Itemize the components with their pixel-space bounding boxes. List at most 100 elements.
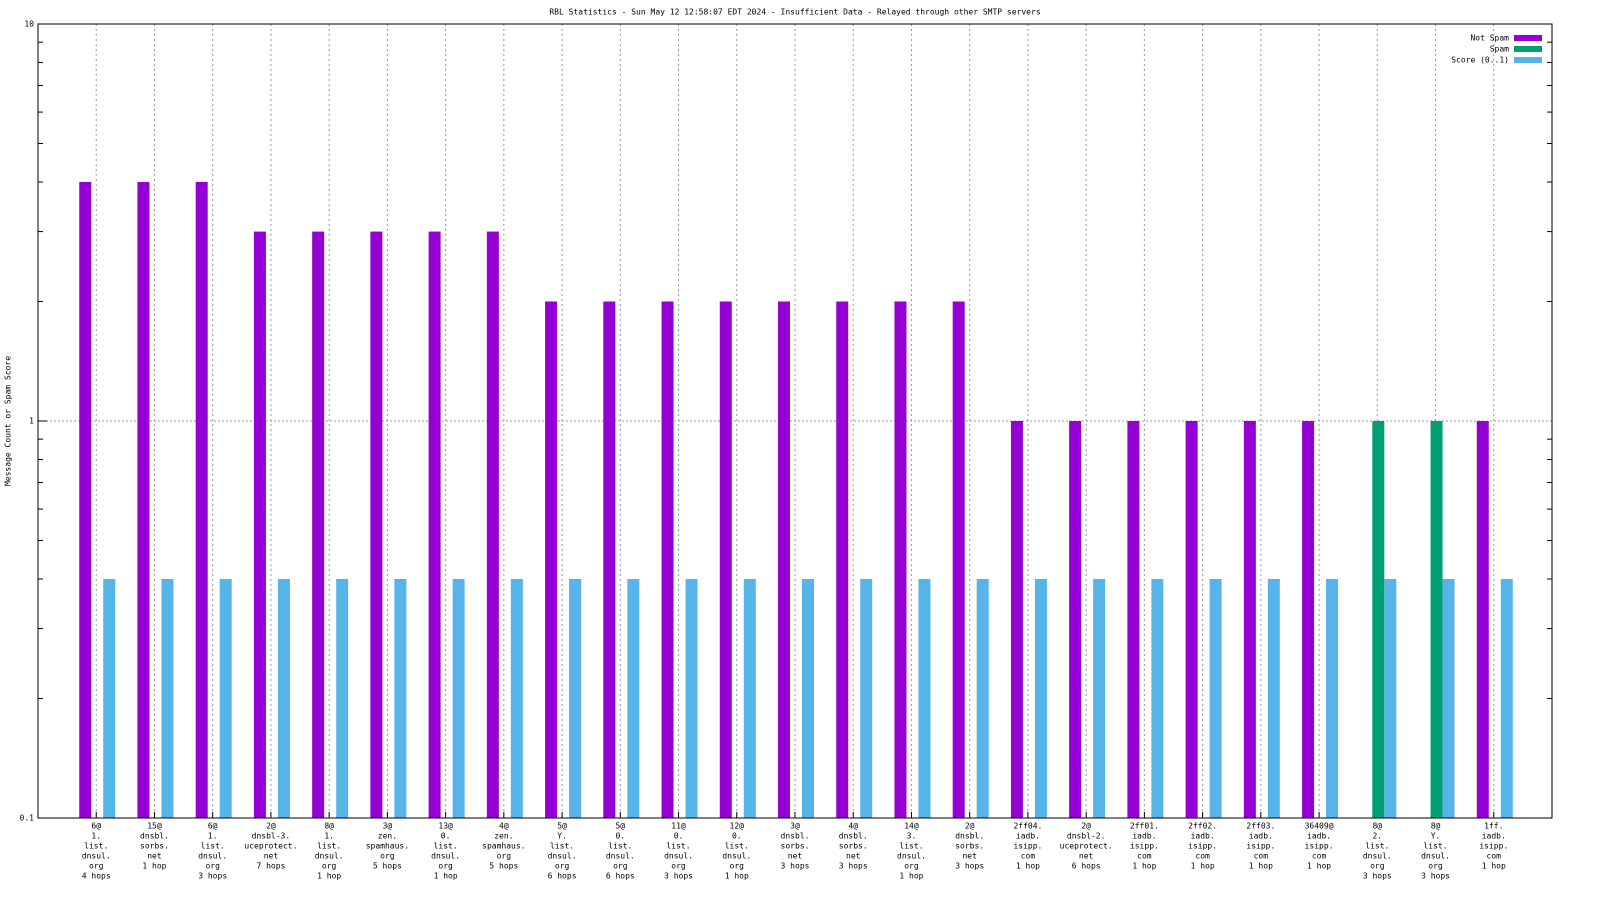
- x-tick-label: dnsul.: [1421, 852, 1450, 861]
- legend-label: Spam: [1490, 45, 1509, 54]
- x-tick-label: 0.: [441, 832, 451, 841]
- x-tick-label: 1 hop: [142, 862, 166, 871]
- bar: [428, 231, 441, 818]
- bar: [1267, 578, 1280, 818]
- x-tick-label: dnsbl.: [140, 832, 169, 841]
- x-tick-label: org: [1370, 862, 1385, 871]
- x-tick-label: dnsul.: [315, 852, 344, 861]
- x-tick-label: org: [671, 862, 686, 871]
- x-tick-label: list.: [1365, 842, 1389, 851]
- x-tick-label: 2ff03.: [1246, 822, 1275, 831]
- bar: [1430, 421, 1443, 818]
- x-tick-label: org: [1428, 862, 1443, 871]
- x-tick-label: 11@: [671, 822, 686, 831]
- x-tick-label: 3 hops: [1421, 872, 1450, 881]
- x-tick-label: 2ff02.: [1188, 822, 1217, 831]
- bar: [952, 301, 965, 818]
- x-tick-label: isipp.: [1479, 842, 1508, 851]
- bar: [1185, 421, 1198, 818]
- x-tick-label: uceprotect.: [244, 842, 297, 851]
- x-tick-label: list.: [899, 842, 923, 851]
- legend-swatch: [1514, 57, 1542, 63]
- legend-swatch: [1514, 46, 1542, 52]
- bar: [219, 578, 232, 818]
- x-tick-label: spamhaus.: [482, 842, 525, 851]
- bar: [627, 578, 640, 818]
- x-tick-label: 1 hop: [899, 872, 923, 881]
- bar: [1500, 578, 1513, 818]
- x-tick-label: 7 hops: [256, 862, 285, 871]
- x-tick-label: dnsbl.: [839, 832, 868, 841]
- bar: [486, 231, 499, 818]
- x-tick-label: sorbs.: [140, 842, 169, 851]
- x-tick-label: dnsbl-3.: [252, 832, 291, 841]
- bar: [336, 578, 349, 818]
- x-tick-label: com: [1137, 852, 1152, 861]
- bar: [719, 301, 732, 818]
- bar: [1243, 421, 1256, 818]
- x-tick-label: com: [1195, 852, 1210, 861]
- x-tick-label: list.: [666, 842, 690, 851]
- bar: [137, 181, 150, 818]
- x-tick-label: dnsul.: [82, 852, 111, 861]
- x-tick-label: org: [380, 852, 395, 861]
- x-tick-label: list.: [84, 842, 108, 851]
- x-tick-label: 15@: [147, 822, 162, 831]
- x-tick-label: isipp.: [1013, 842, 1042, 851]
- x-tick-label: 6@: [208, 822, 218, 831]
- bar: [685, 578, 698, 818]
- x-tick-label: iadb.: [1016, 832, 1040, 841]
- x-tick-label: net: [962, 852, 977, 861]
- x-tick-label: list.: [317, 842, 341, 851]
- x-tick-label: 2@: [1081, 822, 1091, 831]
- x-tick-label: com: [1312, 852, 1327, 861]
- x-tick-label: 14@: [904, 822, 919, 831]
- x-tick-label: org: [613, 862, 628, 871]
- x-tick-label: 3.: [907, 832, 917, 841]
- x-tick-label: isipp.: [1305, 842, 1334, 851]
- bar: [569, 578, 582, 818]
- y-axis-label: Message Count or Spam Score: [4, 356, 13, 486]
- x-tick-label: isipp.: [1246, 842, 1275, 851]
- x-tick-label: sorbs.: [955, 842, 984, 851]
- x-tick-label: 5 hops: [489, 862, 518, 871]
- x-tick-label: 6@: [91, 822, 101, 831]
- x-tick-label: dnsul.: [548, 852, 577, 861]
- bar: [894, 301, 907, 818]
- bar: [103, 578, 116, 818]
- x-tick-label: iadb.: [1132, 832, 1156, 841]
- x-tick-label: sorbs.: [839, 842, 868, 851]
- x-tick-label: 2@: [266, 822, 276, 831]
- x-tick-label: 0.: [674, 832, 684, 841]
- x-tick-label: list.: [201, 842, 225, 851]
- x-tick-label: com: [1254, 852, 1269, 861]
- x-tick-label: org: [730, 862, 745, 871]
- bar: [510, 578, 523, 818]
- x-tick-label: 4@: [848, 822, 858, 831]
- x-tick-label: dnsul.: [897, 852, 926, 861]
- bar: [1442, 578, 1455, 818]
- bar: [161, 578, 174, 818]
- bar: [661, 301, 674, 818]
- x-tick-label: 4 hops: [82, 872, 111, 881]
- x-tick-label: list.: [550, 842, 574, 851]
- bar: [1372, 421, 1385, 818]
- x-tick-label: org: [322, 862, 337, 871]
- x-tick-label: org: [438, 862, 453, 871]
- x-tick-label: 3@: [790, 822, 800, 831]
- bar: [370, 231, 383, 818]
- x-tick-label: dnsul.: [722, 852, 751, 861]
- x-tick-label: 1 hop: [434, 872, 458, 881]
- bar: [1476, 421, 1489, 818]
- x-tick-label: 5@: [615, 822, 625, 831]
- bar: [1127, 421, 1140, 818]
- x-tick-label: dnsul.: [606, 852, 635, 861]
- x-tick-label: 0.: [732, 832, 742, 841]
- x-tick-label: iadb.: [1191, 832, 1215, 841]
- bar: [1151, 578, 1164, 818]
- x-tick-label: spamhaus.: [366, 842, 409, 851]
- x-tick-label: dnsbl.: [781, 832, 810, 841]
- x-tick-label: org: [555, 862, 570, 871]
- x-tick-label: uceprotect.: [1060, 842, 1113, 851]
- x-tick-label: 5@: [557, 822, 567, 831]
